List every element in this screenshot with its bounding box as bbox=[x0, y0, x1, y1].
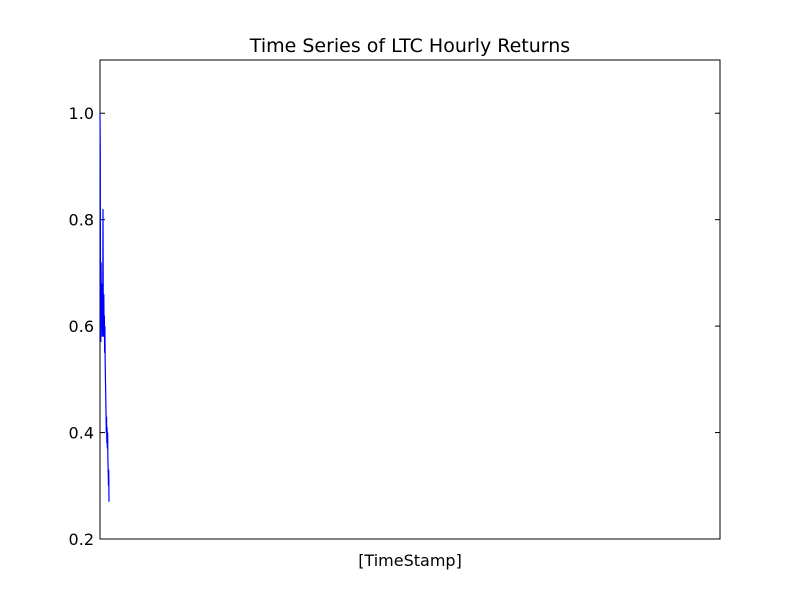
y-axis: 0.2 0.4 0.6 0.8 1.0 bbox=[69, 104, 720, 549]
chart-title: Time Series of LTC Hourly Returns bbox=[249, 35, 570, 57]
plot-area bbox=[99, 59, 721, 540]
y-tick-label: 0.8 bbox=[69, 211, 94, 230]
y-tick-label: 1.0 bbox=[69, 104, 94, 123]
y-tick-label: 0.6 bbox=[69, 317, 94, 336]
y-tick-label: 0.4 bbox=[69, 424, 94, 443]
series-line bbox=[99, 113, 110, 502]
y-tick-label: 0.2 bbox=[69, 530, 94, 549]
x-axis-label: [TimeStamp] bbox=[358, 551, 462, 570]
